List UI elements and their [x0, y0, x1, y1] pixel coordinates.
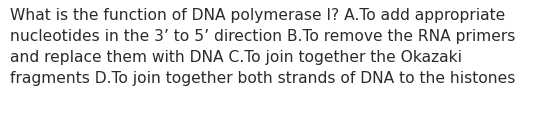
Text: and replace them with DNA C.To join together the Okazaki: and replace them with DNA C.To join toge… — [10, 50, 462, 65]
Text: nucleotides in the 3’ to 5’ direction B.To remove the RNA primers: nucleotides in the 3’ to 5’ direction B.… — [10, 29, 516, 44]
Text: fragments D.To join together both strands of DNA to the histones: fragments D.To join together both strand… — [10, 71, 516, 86]
Text: What is the function of DNA polymerase I? A.To add appropriate: What is the function of DNA polymerase I… — [10, 8, 505, 23]
